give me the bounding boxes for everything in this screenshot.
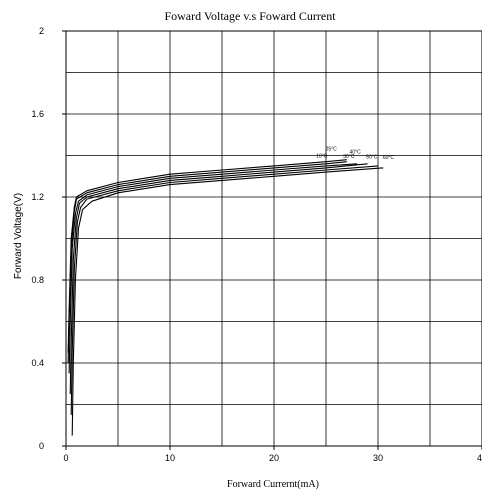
y-tick-label: 0.8 <box>31 275 44 285</box>
y-tick-label: 1.6 <box>31 109 44 119</box>
x-axis-label: Forward Currernt(mA) <box>227 479 319 490</box>
series-line <box>70 165 379 415</box>
y-tick-label: 0 <box>39 441 44 451</box>
grid <box>65 30 482 447</box>
series-annotation: 10°C <box>316 154 328 160</box>
y-tick-label: 1.2 <box>31 192 44 202</box>
chart-title: Foward Voltage v.s Foward Current <box>164 9 336 23</box>
series-line <box>69 163 368 395</box>
series-line <box>67 161 347 364</box>
plot-frame <box>62 30 482 450</box>
series-group <box>67 159 384 436</box>
series-annotations: 25°C 40°C 10°C 30°C 50°C 60°C <box>316 146 394 161</box>
series-line <box>71 167 384 436</box>
y-tick-label: 2 <box>39 26 44 36</box>
series-annotation: 25°C <box>326 146 338 152</box>
series-annotation: 30°C <box>343 154 355 160</box>
x-tick-label: 0 <box>63 453 68 463</box>
x-tick-label: 40 <box>477 453 482 463</box>
x-tick-label: 20 <box>269 453 279 463</box>
x-tick-label: 30 <box>373 453 383 463</box>
series-annotation: 60°C <box>383 155 395 161</box>
x-tick-label: 10 <box>165 453 175 463</box>
tick-labels: 0 10 20 30 40 0 0.4 0.8 1.2 1.6 2 <box>31 26 482 463</box>
series-annotation: 40°C <box>350 149 362 155</box>
y-axis-label: Forward Voltage(V) <box>13 193 24 279</box>
series-annotation: 50°C <box>366 154 378 160</box>
y-tick-label: 0.4 <box>31 358 44 368</box>
series-line <box>68 163 358 374</box>
